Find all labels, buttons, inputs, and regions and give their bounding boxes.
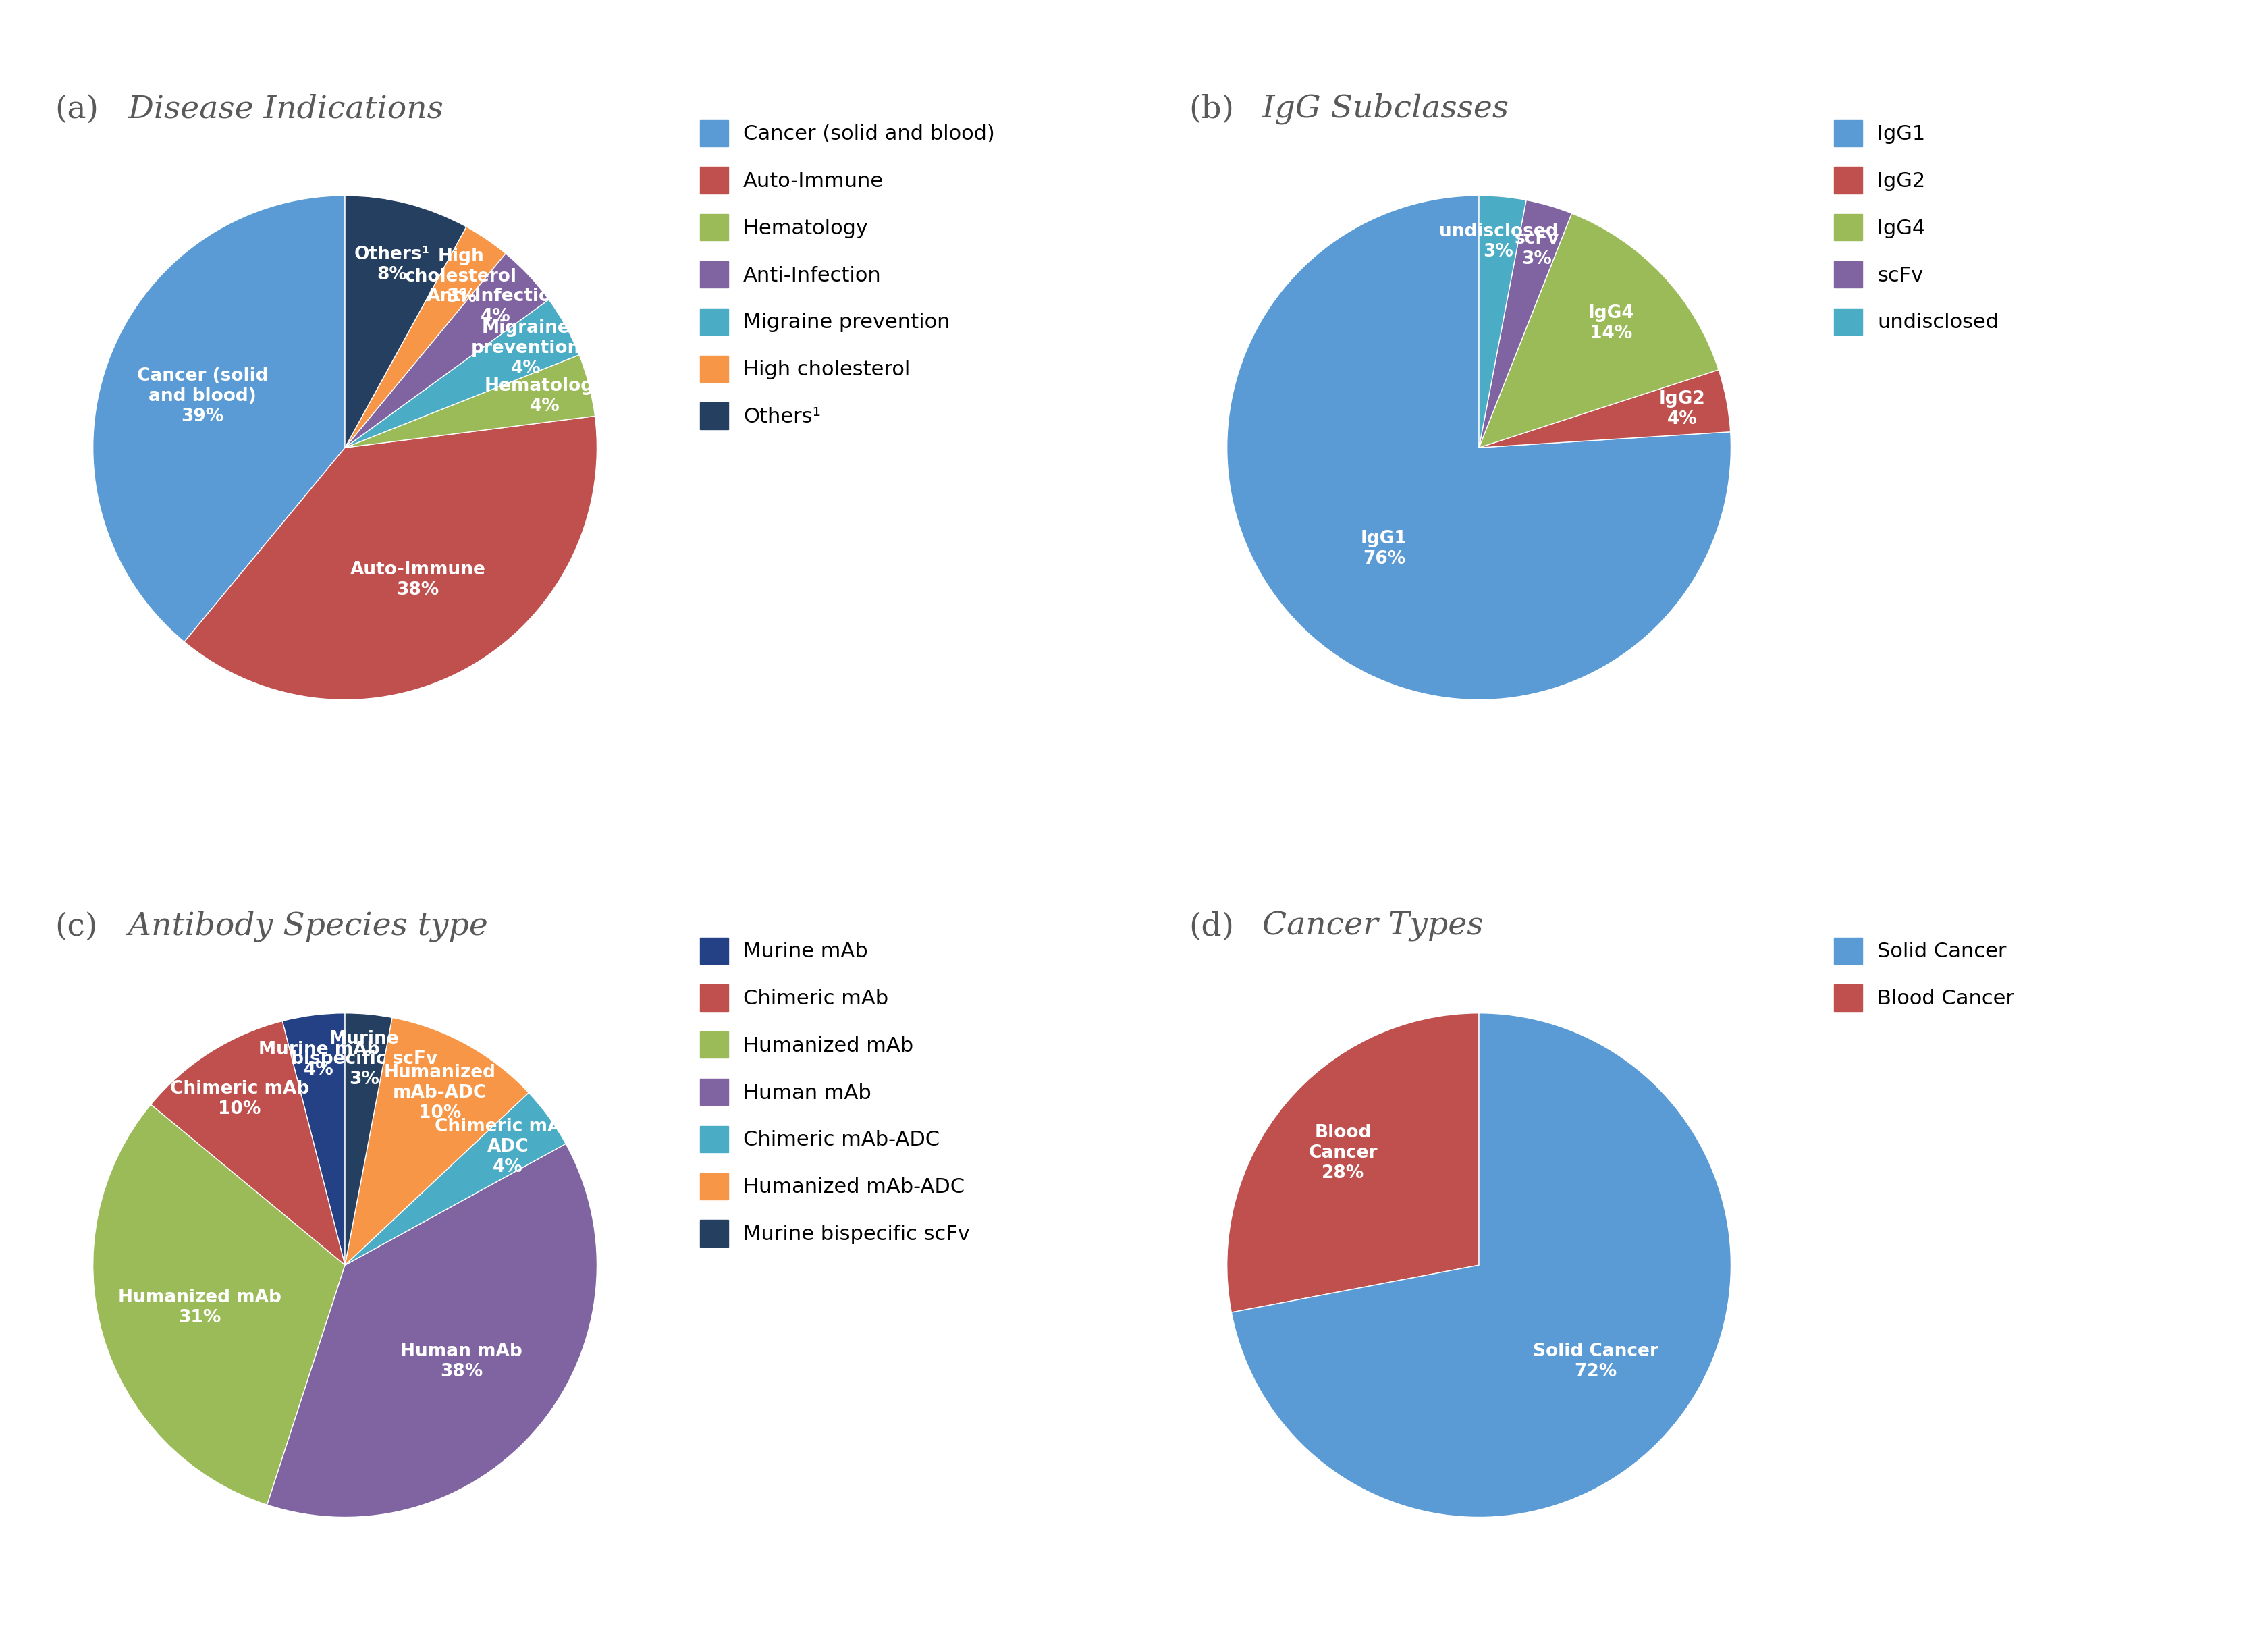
Text: Blood
Cancer
28%: Blood Cancer 28% [1309,1123,1377,1182]
Text: Chimeric mAb
10%: Chimeric mAb 10% [170,1081,308,1118]
Text: Murine
bispecific scFv
3%: Murine bispecific scFv 3% [290,1030,438,1089]
Wedge shape [1479,199,1572,448]
Legend: IgG1, IgG2, IgG4, scFv, undisclosed: IgG1, IgG2, IgG4, scFv, undisclosed [1835,119,1998,335]
Wedge shape [345,299,578,448]
Text: Hematology
4%: Hematology 4% [485,378,606,415]
Wedge shape [150,1020,345,1265]
Text: Chimeric mAb-
ADC
4%: Chimeric mAb- ADC 4% [435,1118,581,1176]
Text: (d): (d) [1188,911,1234,942]
Text: Auto-Immune
38%: Auto-Immune 38% [349,561,485,598]
Text: (c): (c) [54,911,98,942]
Wedge shape [93,196,345,643]
Wedge shape [345,1017,528,1265]
Text: Humanized mAb
31%: Humanized mAb 31% [118,1288,281,1326]
Text: High
cholesterol
3%: High cholesterol 3% [406,247,517,306]
Text: IgG Subclasses: IgG Subclasses [1252,93,1508,124]
Wedge shape [1479,196,1526,448]
Wedge shape [345,1014,392,1265]
Wedge shape [345,227,506,448]
Legend: Murine mAb, Chimeric mAb, Humanized mAb, Human mAb, Chimeric mAb-ADC, Humanized : Murine mAb, Chimeric mAb, Humanized mAb,… [701,937,971,1246]
Wedge shape [345,1092,565,1265]
Wedge shape [281,1014,345,1265]
Legend: Cancer (solid and blood), Auto-Immune, Hematology, Anti-Infection, Migraine prev: Cancer (solid and blood), Auto-Immune, H… [701,119,996,428]
Text: IgG4
14%: IgG4 14% [1588,304,1635,342]
Wedge shape [1227,1014,1479,1313]
Legend: Solid Cancer, Blood Cancer: Solid Cancer, Blood Cancer [1835,937,2014,1010]
Text: Murine mAb
4%: Murine mAb 4% [259,1041,379,1079]
Text: IgG1
76%: IgG1 76% [1361,530,1408,567]
Text: Cancer Types: Cancer Types [1252,911,1483,942]
Wedge shape [184,415,596,700]
Wedge shape [1227,196,1730,700]
Text: Solid Cancer
72%: Solid Cancer 72% [1533,1342,1658,1380]
Wedge shape [1232,1014,1730,1517]
Text: Humanized
mAb-ADC
10%: Humanized mAb-ADC 10% [383,1064,497,1122]
Wedge shape [345,355,594,448]
Text: scFv
3%: scFv 3% [1515,231,1558,268]
Wedge shape [345,196,467,448]
Text: Migraine
prevention
4%: Migraine prevention 4% [472,319,581,378]
Wedge shape [268,1144,596,1517]
Text: IgG2
4%: IgG2 4% [1658,391,1706,428]
Wedge shape [1479,370,1730,448]
Wedge shape [1479,213,1719,448]
Text: Others¹
8%: Others¹ 8% [354,245,431,283]
Wedge shape [93,1105,345,1504]
Text: undisclosed
3%: undisclosed 3% [1438,222,1558,262]
Text: Disease Indications: Disease Indications [118,93,445,124]
Text: Antibody Species type: Antibody Species type [118,911,488,942]
Text: Anti-Infection
4%: Anti-Infection 4% [426,288,565,325]
Wedge shape [345,253,549,448]
Text: Cancer (solid
and blood)
39%: Cancer (solid and blood) 39% [136,368,268,425]
Text: (b): (b) [1188,93,1234,124]
Text: Human mAb
38%: Human mAb 38% [401,1342,522,1380]
Text: (a): (a) [54,93,100,124]
